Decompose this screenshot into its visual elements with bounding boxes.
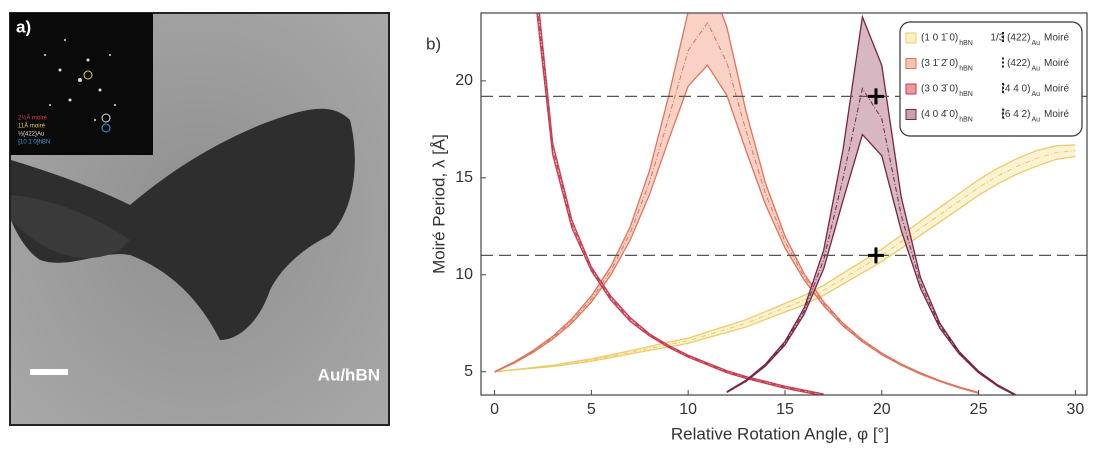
fft-circle [101, 123, 111, 133]
inset-label: 2½Å moiré [18, 115, 48, 122]
band [726, 16, 1017, 395]
band-edge [494, 13, 979, 394]
legend-subscript: hBN [959, 65, 973, 72]
y-tick-label: 5 [464, 363, 473, 380]
band-edge [538, 13, 824, 395]
legend-hbn: (3 0 3̄ 0) [921, 84, 958, 95]
legend-box [899, 21, 1083, 137]
y-tick-label: 15 [455, 169, 473, 186]
legend-swatch [905, 109, 917, 120]
x-tick-label: 30 [1066, 401, 1084, 418]
x-tick-label: 20 [873, 401, 891, 418]
fft-circle [101, 113, 111, 123]
center-line [537, 13, 824, 395]
center-line [726, 87, 1017, 395]
inset-label: ⅓{422}Au [18, 132, 44, 138]
band-edge [494, 155, 1076, 373]
plot-area [481, 13, 1087, 395]
band-edge [494, 64, 979, 394]
inset-label: 11Å moiré [18, 123, 46, 130]
x-tick-label: 0 [490, 401, 499, 418]
band [494, 144, 1076, 372]
legend-subscript: Au [1031, 65, 1040, 72]
legend-subscript: Au [1031, 91, 1040, 98]
marker [867, 247, 884, 264]
legend: (1 0 1̄ 0) hBN Au1/3 (422) Moiré(3 1̄ 2̄ 0)… [899, 21, 1083, 137]
legend-hbn: (1 0 1̄ 0) [921, 33, 958, 44]
legend-swatch [905, 83, 917, 95]
legend-subscript: hBN [959, 40, 973, 47]
legend-suffix: Moiré [1044, 84, 1069, 95]
legend-au: (6 4 2) [1002, 109, 1031, 120]
legend-subscript: hBN [959, 116, 973, 123]
legend-suffix: Moiré [1044, 109, 1069, 120]
legend-subscript: Au [1031, 116, 1040, 123]
legend-suffix: Moiré [1044, 33, 1069, 44]
fft-inset [10, 13, 153, 155]
legend-au: (422) [1007, 58, 1030, 69]
legend-hbn: (3 1̄ 2̄ 0) [921, 58, 958, 69]
legend-swatch [905, 32, 917, 44]
inset-label: {10 1̄ 0}hBN [18, 140, 50, 146]
band-edge [726, 14, 1018, 395]
legend-subscript: Au [1031, 40, 1040, 47]
plot-frame [480, 12, 1088, 396]
y-axis-label: Moiré Period, λ [Å] [429, 134, 448, 274]
panel-label: a) [16, 17, 31, 36]
legend-au: 1/3 (422) [990, 33, 1030, 44]
fft-circle [83, 70, 93, 80]
x-axis-label: Relative Rotation Angle, φ [°] [671, 424, 889, 443]
x-tick-label: 15 [776, 401, 794, 418]
band-edge [494, 144, 1076, 373]
particle [11, 108, 355, 340]
fft-spots [44, 39, 116, 121]
y-tick-label: 10 [455, 266, 473, 283]
sample-label: Au/hBN [318, 365, 380, 384]
legend-hbn: (4 0 4̄ 0) [921, 109, 958, 120]
x-tick-label: 25 [970, 401, 988, 418]
legend-swatch [905, 58, 917, 69]
panel-label: b) [426, 34, 441, 53]
axes: 0 5 10 15 20 25 30 5 10 15 20 [455, 72, 1084, 418]
legend-au: (4 4 0) [1002, 84, 1031, 95]
x-tick-label: 5 [587, 401, 596, 418]
particle-neck [11, 195, 130, 259]
legend-suffix: Moiré [1044, 58, 1069, 69]
y-tick-label: 20 [455, 72, 473, 89]
x-tick-label: 10 [679, 401, 697, 418]
micrograph: 2½Å moiré 11Å moiré ⅓{422}Au {10 1̄ 0}hB… [9, 12, 390, 426]
marker [867, 88, 884, 105]
center-line [494, 150, 1076, 373]
band-edge [726, 133, 1017, 395]
band-edge [536, 13, 823, 395]
center-line [494, 21, 979, 394]
band [494, 13, 979, 394]
legend-subscript: hBN [959, 91, 973, 98]
scale-bar [30, 369, 68, 375]
